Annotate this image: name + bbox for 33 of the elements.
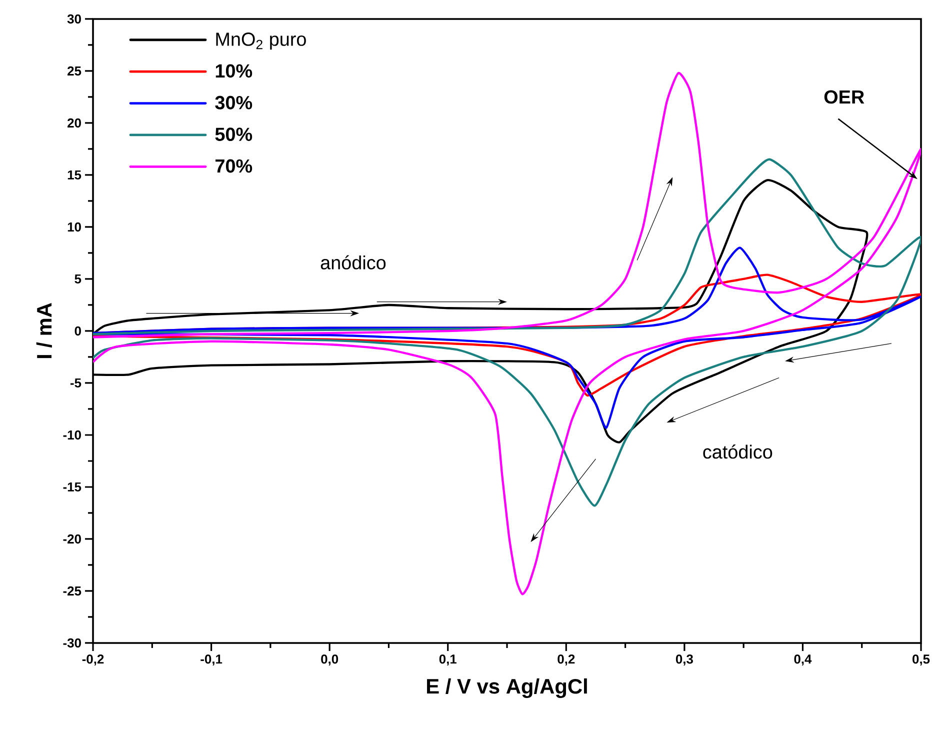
y-tick-label: 5 — [74, 274, 82, 284]
x-tick-label: -0,1 — [200, 654, 222, 666]
y-tick-label: 10 — [68, 222, 81, 232]
line-series — [93, 158, 922, 507]
y-tick-label: -30 — [63, 638, 81, 648]
y-axis-title: I / mA — [36, 303, 52, 358]
legend-label: 70% — [216, 159, 252, 173]
x-tick-label: 0,5 — [912, 654, 930, 666]
y-tick-label: -15 — [63, 482, 82, 492]
legend-label: 10% — [216, 64, 252, 78]
y-tick-label: -10 — [63, 430, 81, 440]
x-tick-label: 0,3 — [676, 654, 693, 666]
annotation: anódico — [320, 255, 386, 270]
annotation: OER — [824, 90, 864, 104]
legend-label: 50% — [215, 128, 252, 142]
y-tick-label: -25 — [63, 586, 82, 596]
y-tick-label: 30 — [67, 14, 81, 24]
y-tick-label: 25 — [68, 66, 82, 76]
line-series — [93, 246, 922, 429]
y-tick-label: 0 — [74, 326, 81, 336]
y-tick-label: -20 — [63, 534, 81, 544]
x-tick-label: 0,4 — [794, 654, 812, 666]
x-axis-title: E / V vs Ag/AgCl — [427, 678, 587, 698]
annotation: catódico — [703, 444, 772, 459]
legend-label: MnO$_{2}$ puro — [216, 32, 306, 50]
x-tick-label: 0,0 — [321, 654, 338, 666]
x-tick-label: 0,2 — [558, 654, 575, 666]
y-tick-label: -5 — [70, 378, 82, 388]
legend-label: 30% — [215, 96, 252, 110]
y-tick-label: 15 — [68, 170, 82, 180]
x-tick-label: -0,2 — [82, 654, 104, 666]
x-tick-label: 0,1 — [439, 654, 457, 666]
y-tick-label: 20 — [68, 118, 81, 128]
